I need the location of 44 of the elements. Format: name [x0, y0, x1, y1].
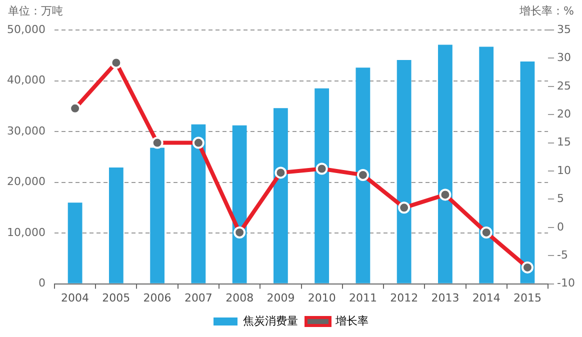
x-tick-label: 2011: [348, 291, 377, 304]
y2-tick-label: 15: [557, 136, 572, 149]
y2-tick-label: 20: [557, 107, 572, 120]
x-tick-label: 2007: [184, 291, 212, 304]
bar: [232, 125, 247, 284]
x-tick-label: 2009: [266, 291, 295, 304]
y-tick-label: 10,000: [6, 226, 46, 239]
bar: [520, 61, 535, 284]
x-tick-label: 2015: [513, 291, 542, 304]
x-tick-label: 2014: [472, 291, 500, 304]
y-tick-label: 30,000: [6, 124, 46, 138]
x-tick-label: 2006: [143, 291, 172, 304]
y2-tick-label: -10: [557, 276, 575, 290]
x-tick-label: 2005: [102, 291, 130, 304]
bar: [356, 68, 370, 284]
x-tick-label: 2013: [431, 291, 460, 304]
bar: [68, 202, 82, 284]
bar: [108, 168, 124, 284]
y2-tick-label: -5: [557, 248, 568, 262]
y2-tick-label: 0: [557, 220, 564, 234]
legend-label: 增长率: [334, 314, 368, 328]
y2-tick-label: 25: [557, 79, 572, 92]
bar: [150, 148, 165, 284]
y2-tick-label: 10: [557, 164, 572, 177]
bar: [438, 44, 452, 284]
legend-label: 焦炭消费量: [243, 314, 298, 328]
y-tick-label: 40,000: [6, 74, 46, 87]
y2-axis-title: 增长率：%: [518, 4, 574, 18]
y-axis-title: 单位：万吨: [8, 4, 63, 18]
y2-tick-label: 30: [557, 51, 572, 64]
x-tick-label: 2012: [390, 291, 418, 304]
x-tick-label: 2004: [61, 291, 90, 304]
x-tick-label: 2008: [226, 291, 254, 304]
y2-tick-label: 35: [557, 22, 572, 36]
bar: [396, 60, 412, 284]
y2-tick-label: 5: [557, 192, 564, 206]
y-tick-label: 50,000: [6, 22, 46, 36]
y-tick-label: 20,000: [6, 175, 46, 188]
bar: [191, 124, 206, 284]
bar: [314, 88, 330, 284]
y-tick-label: 0: [38, 276, 46, 290]
bar: [274, 108, 288, 284]
x-tick-label: 2010: [308, 291, 336, 304]
bar: [479, 46, 494, 284]
